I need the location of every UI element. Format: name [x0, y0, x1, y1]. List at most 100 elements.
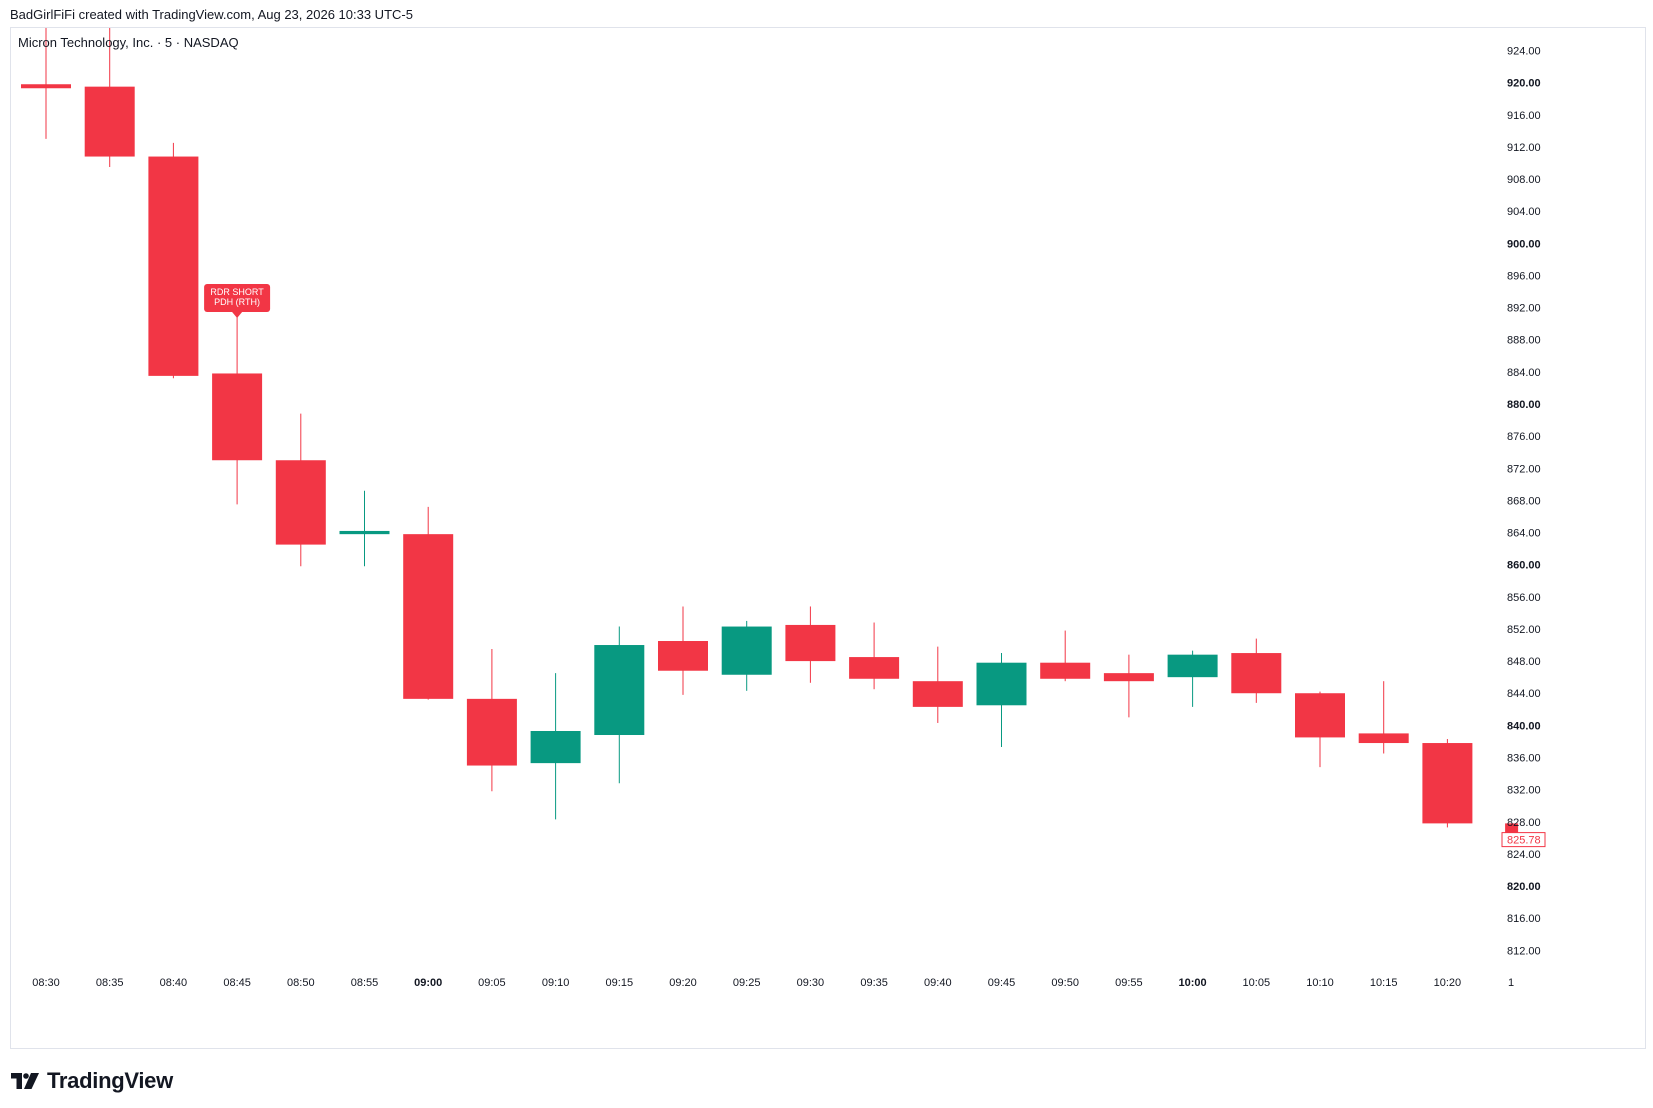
tradingview-wordmark: TradingView: [47, 1068, 173, 1093]
candle-08:35[interactable]: [84, 28, 135, 167]
candle-08:55[interactable]: [339, 490, 390, 567]
time-axis[interactable]: 08:30 08:35 08:40 08:45 08:50 08:55 09:00 09:05…: [32, 977, 1514, 989]
time-tick-label: 09:00: [414, 977, 442, 989]
price-tick-label: 916.00: [1507, 110, 1541, 122]
time-tick-label: 10:05: [1243, 977, 1271, 989]
candle-09:05[interactable]: [466, 649, 517, 792]
candle-body: [721, 626, 772, 675]
candle-body: [1295, 693, 1345, 738]
candle-09:40[interactable]: [912, 646, 963, 723]
price-tick-label: 844.00: [1507, 688, 1541, 700]
candle-09:10[interactable]: [530, 673, 581, 820]
price-tick-label: 816.00: [1507, 913, 1541, 925]
price-tick-label: 904.00: [1507, 206, 1541, 218]
chart-header-credit: BadGirlFiFi created with TradingView.com…: [10, 7, 413, 22]
price-tick-label: 884.00: [1507, 367, 1541, 379]
time-tick-label: 08:35: [96, 977, 124, 989]
candle-body: [785, 624, 836, 662]
candle-09:50[interactable]: [1040, 630, 1091, 682]
price-tick-label: 848.00: [1507, 656, 1541, 668]
annotation-box: [204, 284, 271, 312]
last-price-value: 825.78: [1507, 835, 1541, 847]
price-tick-label: 824.00: [1507, 849, 1541, 861]
annotation-text: PDH (RTH): [214, 297, 260, 307]
candle-09:25[interactable]: [721, 620, 772, 691]
candle-body: [212, 373, 263, 461]
candle-09:35[interactable]: [849, 622, 900, 690]
time-tick-label: 10:00: [1179, 977, 1207, 989]
candle-10:05[interactable]: [1231, 638, 1282, 703]
candle-body: [976, 662, 1027, 706]
time-tick-label: 08:55: [351, 977, 379, 989]
price-tick-label: 900.00: [1507, 238, 1541, 250]
candle-body: [530, 730, 581, 764]
candle-10:00[interactable]: [1167, 650, 1218, 707]
time-tick-label: 08:40: [160, 977, 188, 989]
candle-10:10[interactable]: [1295, 691, 1345, 768]
candle-09:15[interactable]: [594, 626, 645, 784]
candle-09:55[interactable]: [1103, 654, 1154, 718]
candle-body: [1422, 743, 1473, 824]
price-tick-label: 876.00: [1507, 431, 1541, 443]
price-tick-label: 912.00: [1507, 142, 1541, 154]
candle-09:00[interactable]: [403, 506, 454, 700]
time-tick-label: 09:40: [924, 977, 952, 989]
time-tick-label: 08:30: [32, 977, 60, 989]
candle-body: [275, 460, 326, 545]
time-tick-label: 09:35: [860, 977, 888, 989]
price-tick-label: 868.00: [1507, 495, 1541, 507]
candle-body: [84, 86, 135, 157]
price-tick-label: 924.00: [1507, 45, 1541, 57]
price-tick-label: 880.00: [1507, 399, 1541, 411]
candle-10:20[interactable]: [1422, 739, 1473, 828]
candlestick-chart[interactable]: 924.00 920.00 916.00 912.00 908.00 904.00 900.…: [0, 0, 1653, 1060]
candle-09:30[interactable]: [785, 606, 836, 683]
price-tick-label: 892.00: [1507, 303, 1541, 315]
candle-body: [466, 698, 517, 766]
candle-09:20[interactable]: [658, 606, 708, 695]
price-tick-label: 872.00: [1507, 463, 1541, 475]
time-tick-label: 09:20: [669, 977, 697, 989]
time-tick-label: 09:55: [1115, 977, 1143, 989]
candle-08:30[interactable]: [21, 28, 71, 139]
last-price-box: [1501, 832, 1546, 848]
price-tick-label: 812.00: [1507, 945, 1541, 957]
candle-body: [1040, 662, 1091, 679]
price-tick-label: 864.00: [1507, 528, 1541, 540]
time-tick-label: 08:45: [223, 977, 251, 989]
time-tick-label: 09:50: [1051, 977, 1079, 989]
candle-09:45[interactable]: [976, 653, 1027, 748]
annotation-pointer: [232, 312, 243, 318]
candle-body: [21, 84, 71, 89]
candle-body: [912, 681, 963, 707]
candle-body: [1167, 654, 1218, 678]
time-tick-label: 09:15: [606, 977, 634, 989]
candles-layer: [21, 28, 1519, 840]
price-tick-label: 908.00: [1507, 174, 1541, 186]
price-tick-label: 852.00: [1507, 624, 1541, 636]
tradingview-logo-icon: [11, 1073, 39, 1089]
time-tick-label: 09:45: [988, 977, 1016, 989]
price-tick-label: 896.00: [1507, 270, 1541, 282]
time-tick-label: 10:15: [1370, 977, 1398, 989]
annotation-text: RDR SHORT: [210, 287, 264, 297]
symbol-title: Micron Technology, Inc. · 5 · NASDAQ: [18, 35, 239, 50]
price-tick-label: 836.00: [1507, 753, 1541, 765]
candle-08:40[interactable]: [148, 142, 199, 379]
time-tick-label: 08:50: [287, 977, 315, 989]
tradingview-brand: TradingView: [11, 1068, 173, 1094]
price-tick-label: 920.00: [1507, 78, 1541, 90]
candle-10:15[interactable]: [1358, 681, 1409, 754]
price-axis[interactable]: 924.00 920.00 916.00 912.00 908.00 904.00 900.…: [1501, 45, 1546, 957]
price-tick-label: 856.00: [1507, 592, 1541, 604]
candle-08:50[interactable]: [275, 413, 326, 567]
candle-08:45[interactable]: [212, 311, 263, 505]
candle-body: [1103, 673, 1154, 682]
price-tick-label: 840.00: [1507, 720, 1541, 732]
chart-frame: [10, 27, 1646, 1049]
time-tick-label: 09:05: [478, 977, 506, 989]
candle-body: [403, 534, 454, 699]
candle-body: [594, 645, 645, 736]
